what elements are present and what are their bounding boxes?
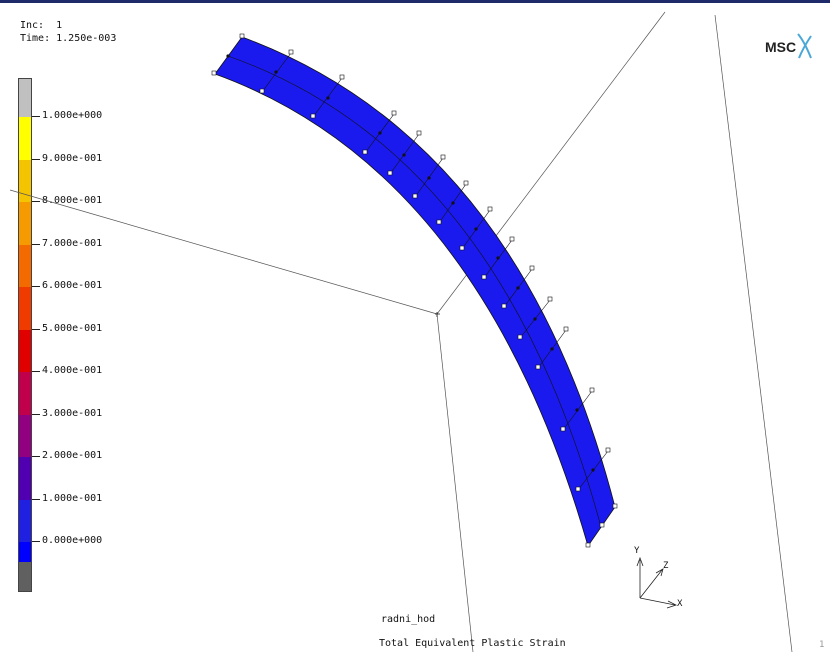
legend-label: 0.000e+000 <box>42 535 103 546</box>
legend-label: 9.000e-001 <box>42 153 103 164</box>
axis-triad-icon <box>636 556 678 609</box>
msc-logo: MSC <box>765 30 815 66</box>
msc-logo-text: MSC <box>765 39 796 55</box>
increment-label: Inc: 1 <box>20 20 63 31</box>
job-name: radni_hod <box>381 614 436 625</box>
legend-label: 5.000e-001 <box>42 323 103 334</box>
legend-tick <box>32 329 40 330</box>
legend-segment-dark-grey <box>19 562 31 591</box>
legend-segment-yellow <box>19 117 31 160</box>
legend-segment-red <box>19 330 31 372</box>
legend-segment-grey <box>19 79 31 117</box>
window-top-border <box>0 0 830 3</box>
result-title: Total Equivalent Plastic Strain <box>379 638 566 649</box>
legend-segment-blue <box>19 542 31 562</box>
legend-label: 1.000e+000 <box>42 110 103 121</box>
legend-label: 7.000e-001 <box>42 238 103 249</box>
legend-segment-violet <box>19 457 31 500</box>
legend-segment-gold <box>19 160 31 202</box>
legend-tick <box>32 371 40 372</box>
legend-segment-indigo <box>19 500 31 542</box>
axis-z-label: Z <box>663 561 669 571</box>
axis-y-label: Y <box>634 546 640 556</box>
legend-tick <box>32 414 40 415</box>
curved-beam-mesh[interactable] <box>211 33 618 548</box>
legend-segment-red-orange <box>19 287 31 330</box>
legend-label: 3.000e-001 <box>42 408 103 419</box>
legend-tick <box>32 116 40 117</box>
legend-tick <box>32 456 40 457</box>
legend-tick <box>32 499 40 500</box>
legend-tick <box>32 201 40 202</box>
legend-color-bar <box>18 78 32 592</box>
legend-label: 1.000e-001 <box>42 493 103 504</box>
axis-x-label: X <box>677 599 683 609</box>
legend-label: 6.000e-001 <box>42 280 103 291</box>
legend-label: 8.000e-001 <box>42 195 103 206</box>
legend-segment-dark-orange <box>19 245 31 287</box>
legend-segment-orange <box>19 202 31 245</box>
legend-label: 4.000e-001 <box>42 365 103 376</box>
legend-tick <box>32 286 40 287</box>
reference-lines <box>9 11 793 652</box>
page-number: 1 <box>819 640 825 650</box>
legend-tick <box>32 159 40 160</box>
origin-marker <box>435 312 440 317</box>
time-label: Time: 1.250e-003 <box>20 33 117 44</box>
legend-tick <box>32 244 40 245</box>
legend-segment-crimson <box>19 372 31 415</box>
legend-tick <box>32 541 40 542</box>
legend-label: 2.000e-001 <box>42 450 103 461</box>
legend-segment-purple <box>19 415 31 457</box>
